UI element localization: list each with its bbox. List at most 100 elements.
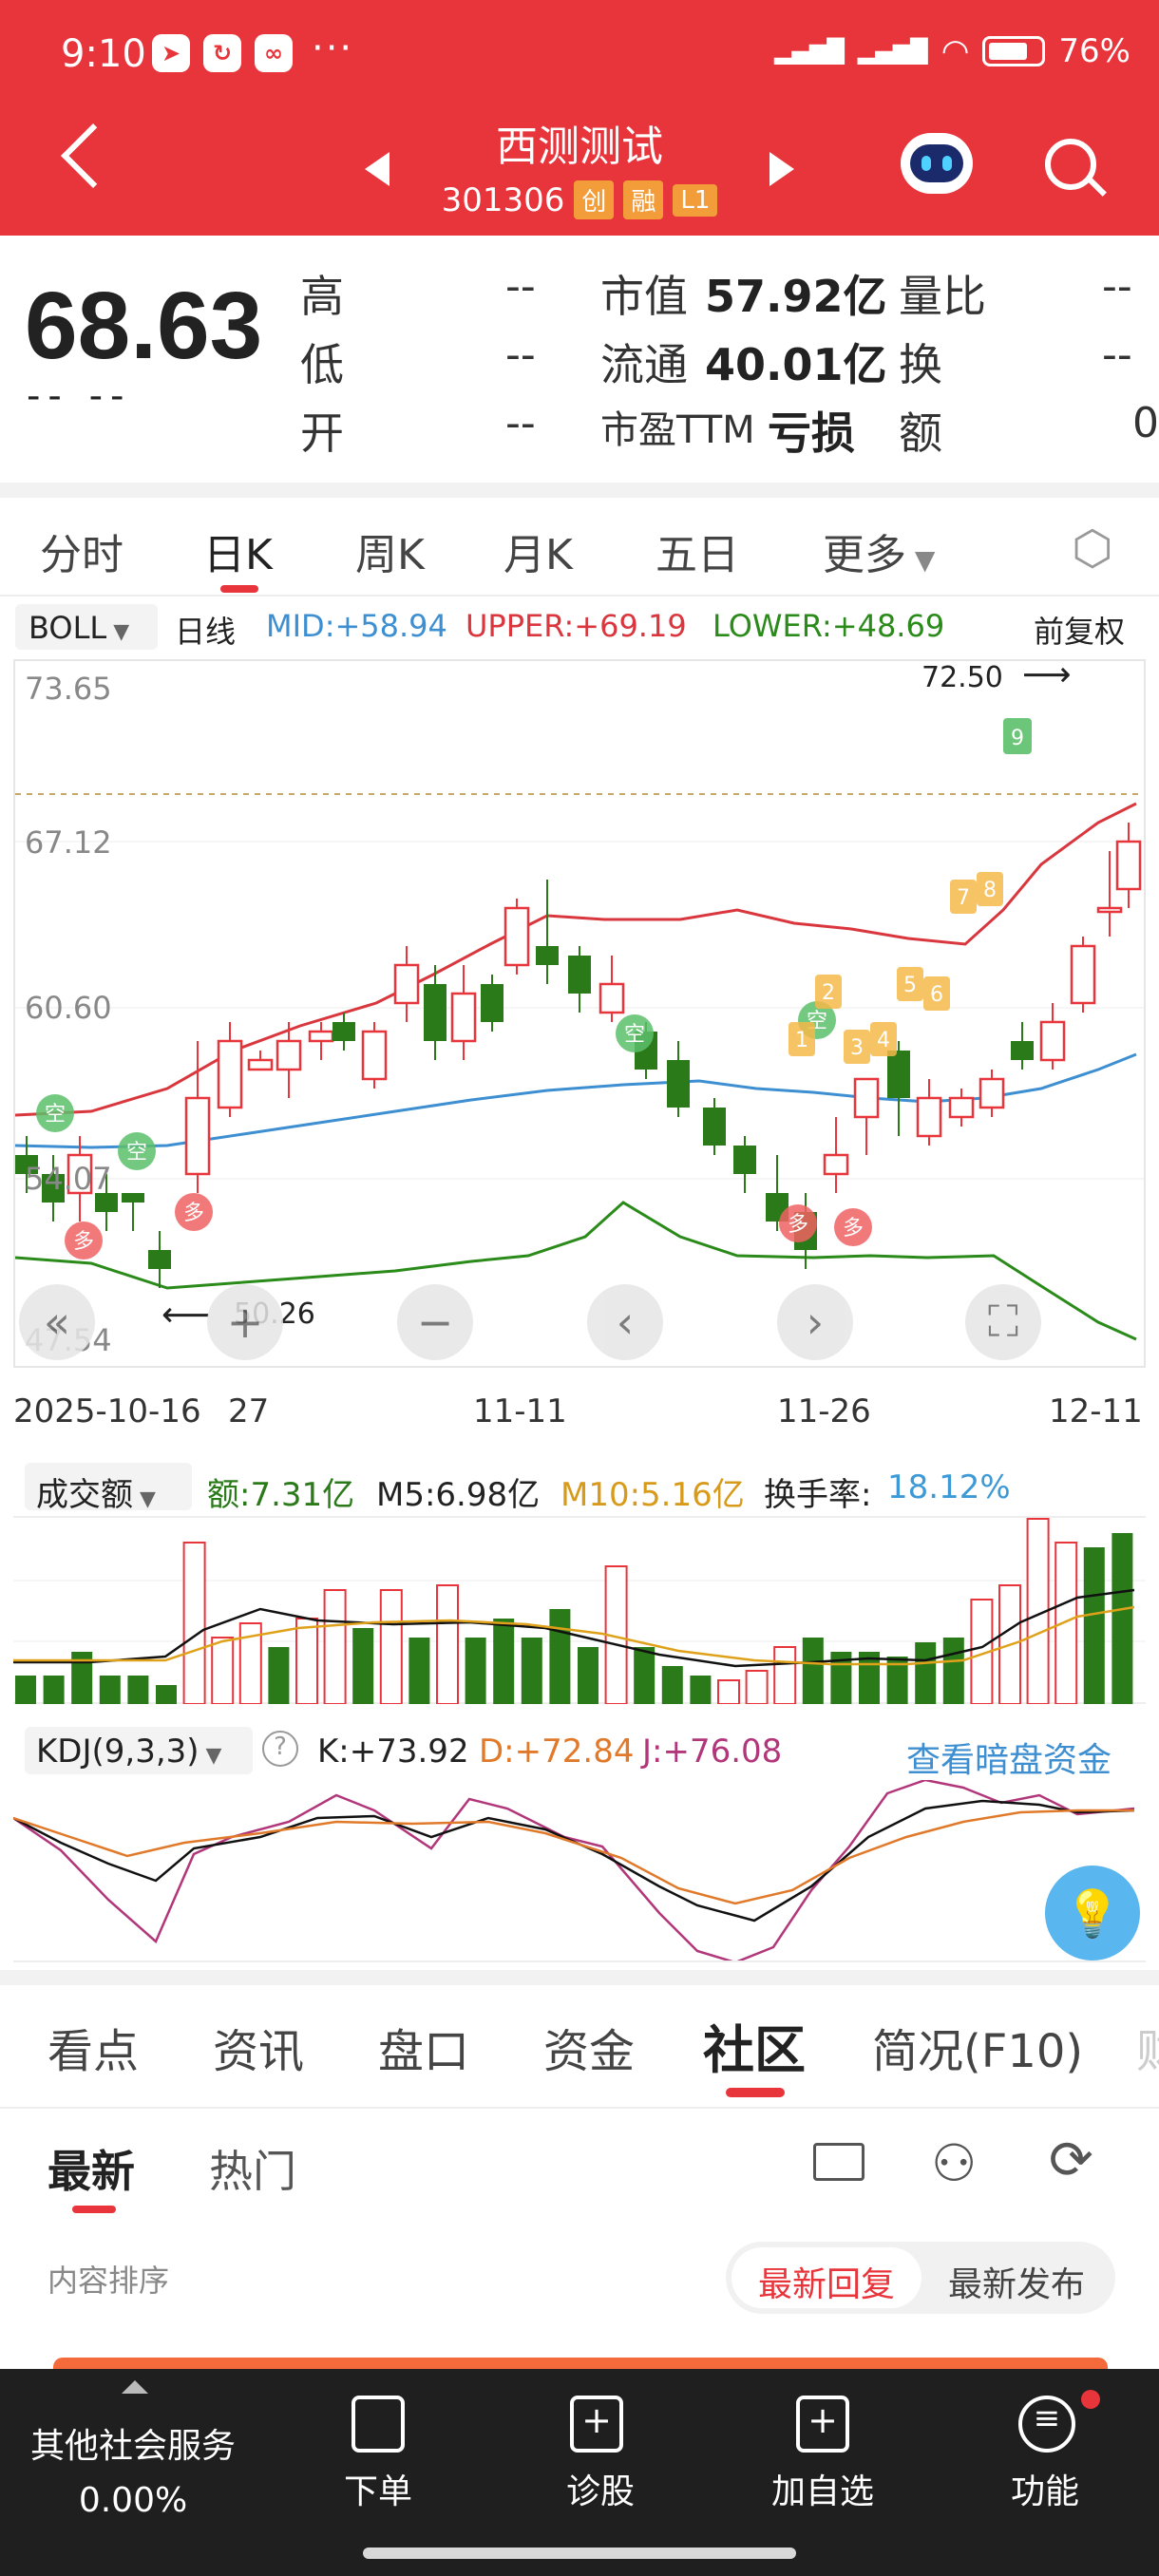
bottom-tab-indicator [726, 2088, 785, 2097]
tag-rong: 融 [623, 180, 664, 219]
next-stock-icon[interactable] [770, 152, 794, 186]
volume-bar [773, 1646, 797, 1705]
candle-body [733, 1146, 756, 1174]
volume-bar [521, 1638, 542, 1704]
candle-body [450, 992, 477, 1043]
market-cap-label: 市值 [600, 271, 688, 322]
fullscreen-icon[interactable]: ⛶ [965, 1284, 1041, 1360]
tab-more[interactable]: 更多 ▼ [823, 521, 935, 581]
subtab-latest[interactable]: 最新 [48, 2146, 135, 2197]
candle-body [978, 1077, 1005, 1109]
tab-order-book[interactable]: 盘口 [378, 2025, 470, 2078]
help-icon[interactable]: ? [262, 1731, 298, 1767]
subtab-indicator [72, 2206, 116, 2213]
volume-bar [1083, 1547, 1105, 1704]
candle-body [481, 984, 504, 1022]
scroll-left-double-icon[interactable]: « [19, 1284, 95, 1360]
candle-body [217, 1039, 243, 1109]
candle-body [95, 1193, 118, 1212]
zoom-out-icon[interactable]: − [397, 1284, 473, 1360]
chevron-right-icon[interactable]: › [777, 1284, 853, 1360]
tab-five-day[interactable]: 五日 [656, 531, 739, 579]
tab-news[interactable]: 资讯 [213, 2025, 305, 2078]
kdj-k: K:+73.92 [317, 1733, 469, 1771]
app-header: 9:10 ➤ ↻ ∞ ··· ▂▄▆█ ▂▄▆█ ◠ 76% 西测测试 3013… [0, 0, 1159, 236]
subtab-hot[interactable]: 热门 [209, 2146, 296, 2197]
kdj-d: D:+72.84 [479, 1733, 635, 1771]
expand-up-icon[interactable] [122, 2380, 148, 2394]
svg-text:2: 2 [822, 981, 835, 1005]
tag-l1: L1 [673, 183, 718, 217]
turnover-label: 换 [899, 339, 942, 390]
adjust-label[interactable]: 前复权 [1034, 614, 1126, 650]
robot-assistant-icon[interactable] [901, 133, 973, 194]
prev-stock-icon[interactable] [365, 152, 390, 186]
candle-body [887, 1051, 910, 1098]
date-label-4: 11-26 [777, 1392, 871, 1430]
sort-latest-reply[interactable]: 最新回复 [758, 2265, 896, 2304]
candle-body [184, 1096, 211, 1176]
service-label[interactable]: 其他社会服务 [29, 2427, 236, 2466]
tab-intraday[interactable]: 分时 [40, 531, 124, 579]
indicator-select[interactable]: BOLL ▼ [15, 604, 158, 650]
chevron-left-icon[interactable]: ‹ [587, 1284, 663, 1360]
diagnose-label[interactable]: 诊股 [565, 2472, 635, 2511]
kdj-chart[interactable] [12, 1778, 1146, 1964]
mail-icon[interactable] [813, 2143, 864, 2181]
volume-bar [1054, 1542, 1078, 1705]
candle-body [1096, 906, 1123, 914]
svg-text:6: 6 [930, 983, 943, 1007]
function-icon[interactable]: ≡ [1018, 2396, 1075, 2453]
volume-bar [886, 1657, 908, 1704]
amount-label: 额 [899, 407, 942, 459]
function-label[interactable]: 功能 [1010, 2472, 1079, 2511]
boll-upper: UPPER:+69.19 [466, 608, 687, 644]
kline-chart[interactable]: 空 空 空 空 多 多 多 多 1 2 3 4 5 6 7 8 9 [13, 659, 1146, 1368]
dark-pool-link[interactable]: 查看暗盘资金 [906, 1741, 1112, 1780]
tab-weekly-k[interactable]: 周K [355, 531, 425, 579]
add-watchlist-label[interactable]: 加自选 [770, 2472, 874, 2511]
svg-text:多: 多 [183, 1202, 204, 1225]
add-watchlist-icon[interactable]: + [796, 2396, 849, 2453]
tab-more-label: 更多 [823, 531, 906, 579]
tab-highlights[interactable]: 看点 [48, 2025, 140, 2078]
svg-text:空: 空 [126, 1141, 147, 1165]
refresh-icon[interactable]: ⟳ [1049, 2130, 1093, 2191]
tab-monthly-k[interactable]: 月K [504, 531, 573, 579]
battery-percent: 76% [1058, 32, 1130, 70]
boll-mid: MID:+58.94 [266, 608, 447, 644]
svg-text:3: 3 [850, 1036, 864, 1060]
kdj-indicator-select[interactable]: KDJ(9,3,3) ▼ [25, 1727, 253, 1774]
user-icon[interactable]: ⚇ [931, 2133, 978, 2193]
order-label[interactable]: 下单 [343, 2472, 412, 2511]
svg-text:多: 多 [788, 1213, 808, 1237]
low-value: -- [505, 331, 536, 379]
volume-bar [436, 1584, 459, 1705]
status-time: 9:10 [61, 32, 146, 76]
volume-m10: M10:5.16亿 [560, 1476, 745, 1514]
tab-funds[interactable]: 资金 [543, 2025, 636, 2078]
tab-finance[interactable]: 财 [1136, 2014, 1159, 2080]
tab-daily-k[interactable]: 日K [203, 531, 273, 579]
home-indicator[interactable] [363, 2548, 796, 2559]
tab-profile-f10[interactable]: 简况(F10) [872, 2025, 1084, 2078]
volume-indicator-select[interactable]: 成交额 ▼ [25, 1463, 192, 1514]
y-label-max: 73.65 [25, 671, 112, 707]
search-icon[interactable] [1045, 139, 1096, 190]
candle-body [276, 1039, 302, 1071]
lightbulb-icon[interactable]: 💡 [1045, 1866, 1140, 1960]
sort-latest-post[interactable]: 最新发布 [948, 2265, 1086, 2304]
volume-bar [15, 1676, 36, 1704]
zoom-in-icon[interactable]: + [207, 1284, 283, 1360]
sync-app-icon: ↻ [203, 34, 241, 72]
y-label-4: 54.07 [25, 1161, 112, 1197]
candle-body [148, 1250, 171, 1269]
candle-body [1070, 944, 1096, 1005]
diagnose-icon[interactable]: + [570, 2396, 623, 2453]
tab-community[interactable]: 社区 [703, 2020, 806, 2080]
settings-hexagon-icon[interactable]: ⬡ [1072, 521, 1113, 576]
volume-chart[interactable] [13, 1516, 1146, 1705]
pe-value: 亏损 [768, 407, 855, 459]
order-icon[interactable] [352, 2396, 405, 2453]
volume-m5: M5:6.98亿 [376, 1476, 541, 1514]
